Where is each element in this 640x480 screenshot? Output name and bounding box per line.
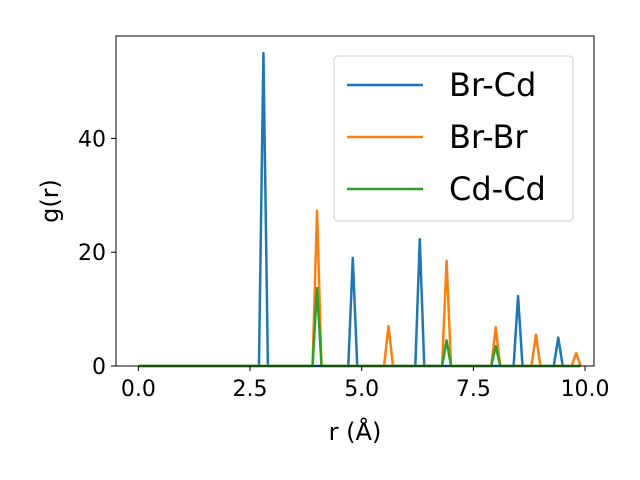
legend-label: Br-Cd	[449, 66, 536, 104]
series-line-br-cd	[138, 51, 581, 368]
y-axis-label: g(r)	[36, 179, 64, 223]
x-axis-label: r (Å)	[329, 417, 382, 446]
legend: Br-Cd Br-Br Cd-Cd	[333, 55, 574, 222]
legend-label: Br-Br	[449, 118, 528, 156]
y-tick-label: 40	[78, 127, 106, 152]
x-tick-label: 0.0	[121, 377, 156, 402]
x-tick-label: 7.5	[456, 377, 491, 402]
legend-box	[333, 55, 574, 222]
x-tick-label: 10.0	[561, 377, 610, 402]
x-tick-label: 2.5	[233, 377, 268, 402]
y-axis-ticks: 0 20 40	[78, 127, 116, 380]
x-tick-label: 5.0	[344, 377, 379, 402]
series-line-cd-cd	[138, 286, 581, 368]
y-tick-label: 20	[78, 241, 106, 266]
plot-frame	[115, 35, 595, 367]
legend-label: Cd-Cd	[449, 170, 546, 208]
y-tick-label: 0	[92, 355, 106, 380]
x-axis-ticks: 0.0 2.5 5.0 7.5 10.0	[121, 366, 610, 402]
